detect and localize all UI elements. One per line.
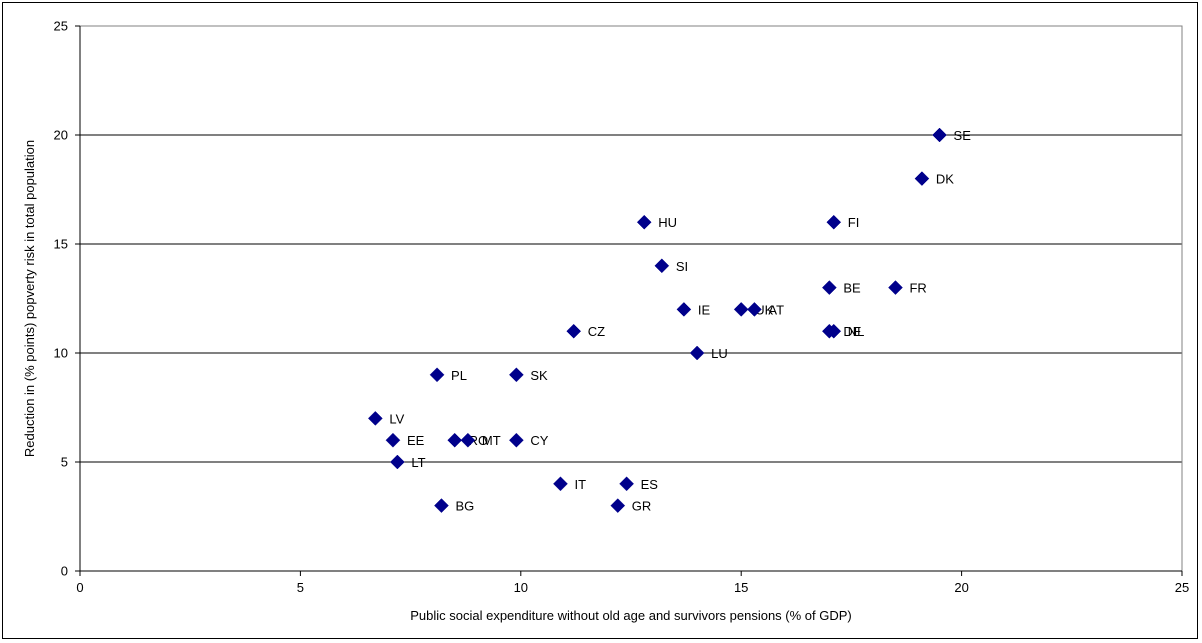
data-point-si [654, 258, 670, 274]
point-label-fi: FI [848, 215, 860, 230]
point-label-es: ES [641, 477, 659, 492]
point-label-uk: UK [755, 302, 773, 317]
x-tick-label: 5 [297, 580, 304, 595]
point-label-ro: RO [469, 433, 489, 448]
data-point-ie [676, 302, 692, 317]
data-point-hu [636, 214, 652, 230]
point-label-si: SI [676, 259, 688, 274]
data-point-fr [888, 280, 903, 295]
x-tick-label: 10 [514, 580, 528, 595]
data-point-sk [509, 367, 524, 383]
data-point-dk [914, 171, 930, 186]
point-label-sk: SK [530, 368, 548, 383]
point-label-se: SE [954, 128, 972, 143]
point-label-fr: FR [909, 281, 926, 296]
point-label-lv: LV [389, 411, 404, 426]
data-point-bg [434, 498, 449, 513]
y-tick-label: 20 [54, 128, 68, 143]
data-point-it [553, 476, 568, 492]
x-tick-label: 0 [76, 580, 83, 595]
point-label-de: DE [843, 324, 861, 339]
point-label-nl: NL [848, 324, 865, 339]
y-tick-label: 15 [54, 237, 68, 252]
point-label-lt: LT [411, 455, 425, 470]
y-tick-label: 25 [54, 19, 68, 34]
data-point-cz [566, 323, 582, 339]
x-tick-label: 20 [954, 580, 968, 595]
data-point-at [747, 302, 762, 317]
x-axis-title: Public social expenditure without old ag… [410, 608, 852, 623]
point-label-at: AT [768, 302, 784, 317]
point-label-pl: PL [451, 368, 467, 383]
data-point-uk [733, 302, 749, 317]
y-tick-label: 0 [61, 564, 68, 579]
data-point-gr [610, 498, 626, 513]
point-label-ee: EE [407, 433, 425, 448]
point-label-gr: GR [632, 499, 652, 514]
gridlines [80, 134, 1182, 463]
axes: 0 5 10 15 20 25 0 5 10 15 20 25 [54, 19, 1190, 596]
data-point-be [822, 280, 837, 295]
data-point-mt [460, 432, 476, 448]
data-point-cy [509, 432, 524, 448]
data-point-ro [447, 432, 463, 448]
y-tick-label: 10 [54, 346, 68, 361]
point-label-cy: CY [530, 433, 548, 448]
data-point-lu [689, 345, 705, 361]
point-label-mt: MT [482, 433, 501, 448]
point-label-bg: BG [455, 499, 474, 514]
y-axis-title: Reduction in (% points) popverty risk in… [22, 140, 37, 457]
y-tick-label: 5 [61, 455, 68, 470]
data-point-lt [390, 454, 405, 470]
x-tick-label: 25 [1175, 580, 1189, 595]
point-label-ie: IE [698, 302, 711, 317]
point-label-lu: LU [711, 346, 728, 361]
point-label-it: IT [574, 477, 586, 492]
plot-area [79, 25, 1183, 572]
data-point-lv [367, 411, 383, 426]
point-label-dk: DK [936, 172, 954, 187]
data-point-es [619, 476, 634, 492]
data-point-ee [385, 432, 401, 448]
data-point-fi [826, 214, 842, 230]
data-point-nl [826, 323, 842, 339]
data-point-pl [429, 367, 445, 383]
point-label-cz: CZ [588, 324, 605, 339]
data-point-se [932, 127, 947, 143]
x-tick-label: 15 [734, 580, 748, 595]
point-label-be: BE [843, 281, 861, 296]
point-label-hu: HU [658, 215, 677, 230]
